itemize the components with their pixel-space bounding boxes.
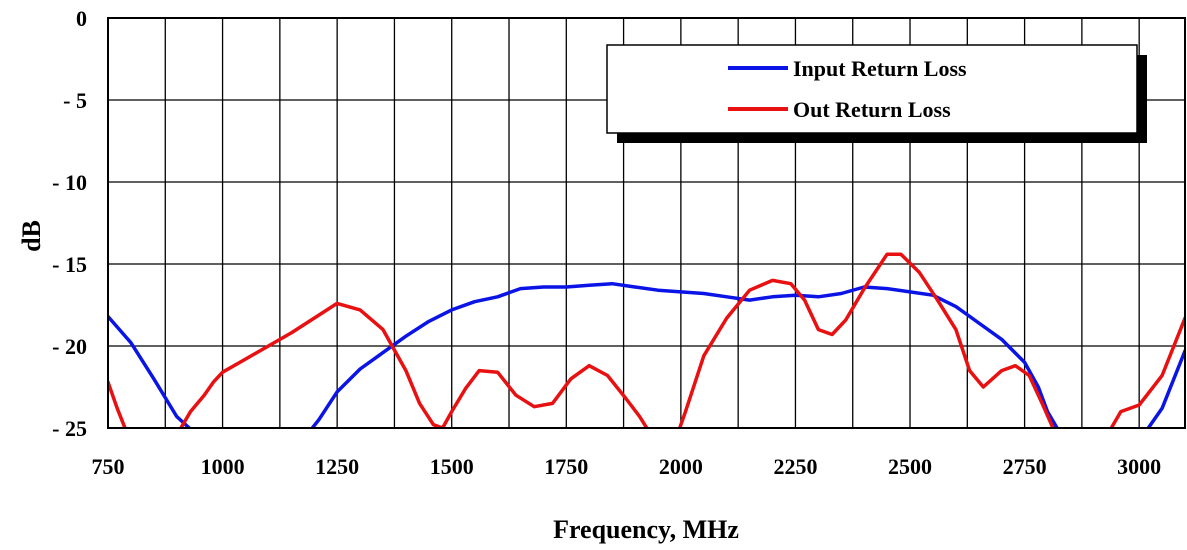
x-tick-labels: 750 1000 1250 1500 1750 2000 2250 2500 2750 3000 — [92, 454, 1162, 479]
series-line-input-return-loss — [108, 281, 1185, 428]
x-tick-label: 1500 — [430, 454, 474, 479]
legend-label-input-return-loss: Input Return Loss — [793, 56, 967, 81]
y-tick-label: - 25 — [52, 416, 87, 441]
series-lines — [108, 252, 1185, 428]
x-tick-label: 2250 — [773, 454, 817, 479]
y-axis-title: dB — [17, 220, 46, 252]
x-tick-label: 1000 — [201, 454, 245, 479]
y-tick-label: - 20 — [52, 334, 87, 359]
plot-border — [107, 17, 1186, 429]
y-tick-label: - 15 — [52, 252, 87, 277]
x-tick-label: 2000 — [659, 454, 703, 479]
y-tick-label: - 5 — [63, 88, 87, 113]
series-line-out-return-loss — [108, 252, 1185, 428]
x-tick-label: 2500 — [888, 454, 932, 479]
y-tick-labels: 0 - 5 - 10 - 15 - 20 - 25 — [52, 6, 87, 441]
x-tick-label: 3000 — [1117, 454, 1161, 479]
x-tick-label: 1250 — [315, 454, 359, 479]
x-axis-title: Frequency, MHz — [553, 515, 739, 544]
legend-label-out-return-loss: Out Return Loss — [793, 97, 951, 122]
x-tick-label: 1750 — [544, 454, 588, 479]
y-tick-label: 0 — [76, 6, 87, 31]
legend-box — [606, 44, 1138, 134]
legend: Input Return Loss Out Return Loss — [606, 44, 1147, 143]
y-tick-label: - 10 — [52, 170, 87, 195]
x-tick-label: 750 — [92, 454, 125, 479]
x-tick-label: 2750 — [1003, 454, 1047, 479]
